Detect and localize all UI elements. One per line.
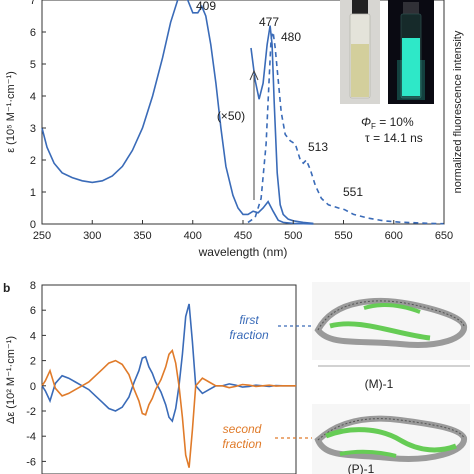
- panel-a-y-tick-label: 0: [30, 219, 36, 231]
- panel-a-x-tick-label: 650: [435, 230, 453, 242]
- panel-a-y-tick-label: 2: [30, 155, 36, 167]
- panel-a-y-tick-label: 6: [30, 27, 36, 39]
- peak-label-409: 409: [196, 0, 216, 13]
- first-fraction-label-line1: first: [239, 313, 259, 327]
- molecule-M-structure: [312, 282, 470, 360]
- panel-b-plot-frame: [41, 284, 297, 474]
- second-fraction-label-line1: second: [223, 422, 262, 436]
- panel-a-x-tick-label: 250: [33, 230, 51, 242]
- peak-label-551: 551: [343, 185, 363, 199]
- magnification-label: (×50): [217, 109, 245, 123]
- panel-b-y-tick-label: 2: [30, 356, 36, 368]
- peak-label-477: 477: [259, 15, 279, 29]
- second-fraction-cd-curve: [41, 348, 296, 468]
- panel-b-y-tick-label: 0: [30, 381, 36, 393]
- peak-label-513: 513: [308, 140, 328, 154]
- fluorescence-curve: [247, 31, 445, 225]
- quantum-yield-text: ΦF = 10%: [361, 115, 414, 131]
- panel-a-y2-axis-label: normalized fluorescence intensity: [452, 30, 464, 193]
- panel-a-x-tick-label: 400: [184, 230, 202, 242]
- vial-photo-ambient-light: [340, 0, 380, 104]
- molecule-M-label: (M)-1: [365, 377, 394, 391]
- panel-a-x-tick-label: 600: [385, 230, 403, 242]
- first-fraction-label-line2: fraction: [229, 328, 269, 342]
- panel-b-y-tick-label: 4: [30, 330, 36, 342]
- panel-a-x-tick-label: 350: [133, 230, 151, 242]
- peak-label-480: 480: [281, 30, 301, 44]
- panel-a-y-tick-label: 5: [30, 59, 36, 71]
- vial-photo-uv-fluorescence: [388, 0, 434, 104]
- panel-a-x-ticks: 250 300 350 400 450 500 550 600 650: [33, 220, 453, 242]
- panel-a-y-tick-label: 1: [30, 187, 36, 199]
- panel-a-x-axis-label: wavelength (nm): [198, 245, 288, 259]
- second-fraction-label-line2: fraction: [222, 437, 262, 451]
- panel-a-x-tick-label: 450: [234, 230, 252, 242]
- panel-b-y-tick-label: 8: [30, 280, 36, 292]
- panel-a-absorption-emission: 250 300 350 400 450 500 550 600 650 0 1 2 3 4 5 6 7 wav…: [5, 0, 464, 259]
- panel-a-y-ticks: 0 1 2 3 4 5 6 7: [30, 0, 46, 231]
- first-fraction-cd-curve: [41, 303, 296, 423]
- magnification-arrowhead: [249, 69, 259, 81]
- absorption-x50-curve: [250, 25, 314, 225]
- panel-b-y-tick-label: -2: [26, 406, 36, 418]
- absorption-curve: [41, 0, 314, 225]
- panel-a-y-tick-label: 4: [30, 91, 36, 103]
- panel-a-x-tick-label: 550: [334, 230, 352, 242]
- panel-b-letter: b: [3, 281, 10, 295]
- panel-a-y-axis-label: ε (10⁵ M⁻¹·cm⁻¹): [5, 71, 17, 153]
- panel-b-y-ticks: 8 6 4 2 0 -2 -4 -6: [26, 280, 46, 468]
- molecule-P-structure: [312, 404, 470, 474]
- panel-a-curves: [41, 0, 445, 225]
- panel-a-y-tick-label: 7: [30, 0, 36, 7]
- panel-b-y-tick-label: 6: [30, 305, 36, 317]
- molecule-P-label: (P)-1: [348, 462, 375, 474]
- panel-b-y-tick-label: -6: [26, 456, 36, 468]
- lifetime-text: τ = 14.1 ns: [365, 131, 423, 145]
- panel-b-circular-dichroism: b 8 6 4 2 0 -2 -4 -6 Δε (10² M⁻¹·cm⁻¹) first fr…: [3, 280, 470, 474]
- panel-a-x-tick-label: 500: [284, 230, 302, 242]
- panel-a-y-tick-label: 3: [30, 123, 36, 135]
- panel-b-curves: [41, 303, 296, 468]
- panel-b-y-axis-label: Δε (10² M⁻¹·cm⁻¹): [5, 336, 17, 424]
- panel-b-y-tick-label: -4: [26, 431, 36, 443]
- panel-a-x-tick-label: 300: [83, 230, 101, 242]
